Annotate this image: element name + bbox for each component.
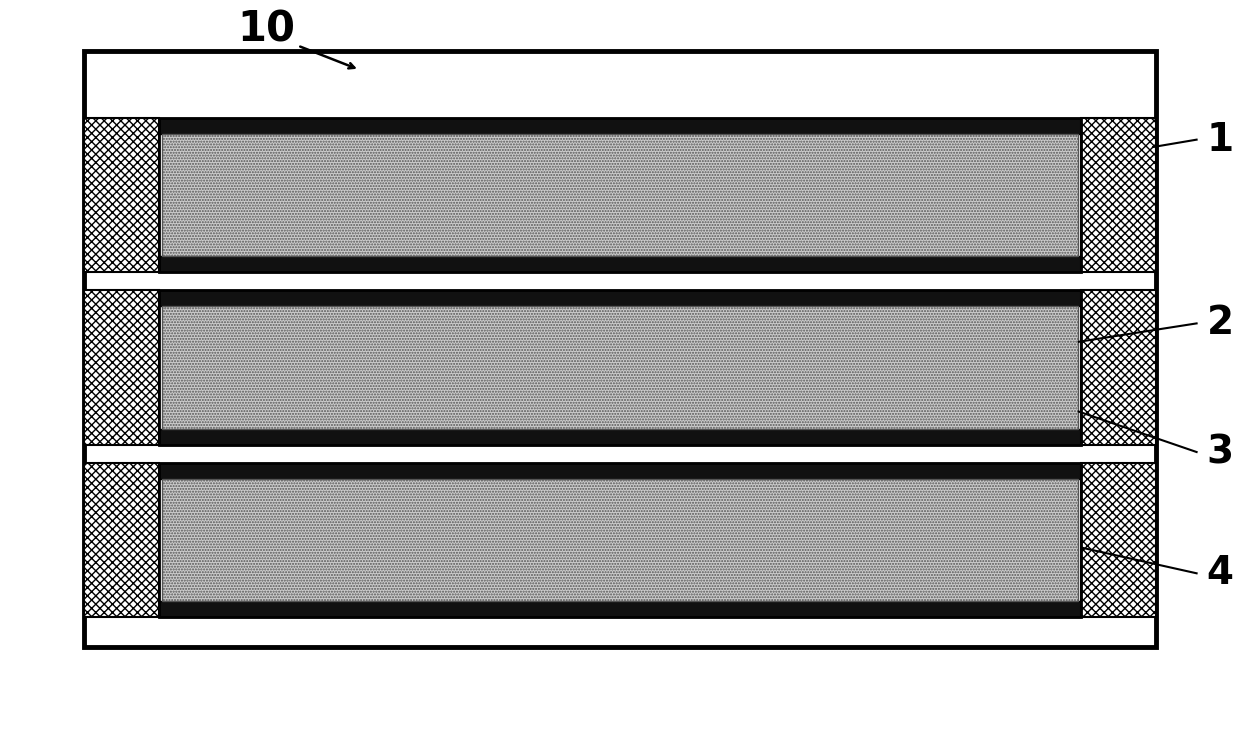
Bar [84,463,159,617]
Bar [1081,290,1156,445]
Bar [159,256,1081,272]
Bar [159,290,1081,445]
Bar [159,290,1081,306]
Bar [159,118,1081,134]
Bar [159,601,1081,617]
Bar [159,429,1081,445]
Text: 3: 3 [1207,433,1234,471]
Bar [162,134,1078,256]
Bar [1081,463,1156,617]
Text: 10: 10 [238,8,295,51]
Bar [159,118,1081,272]
Text: 4: 4 [1207,554,1234,592]
Text: 2: 2 [1207,304,1234,343]
Text: 1: 1 [1207,121,1234,159]
Bar [1081,118,1156,272]
Bar [159,463,1081,479]
Bar [84,290,159,445]
Bar [84,51,1156,647]
Bar [162,306,1078,429]
Bar [162,479,1078,601]
Bar [159,463,1081,617]
Bar [84,118,159,272]
